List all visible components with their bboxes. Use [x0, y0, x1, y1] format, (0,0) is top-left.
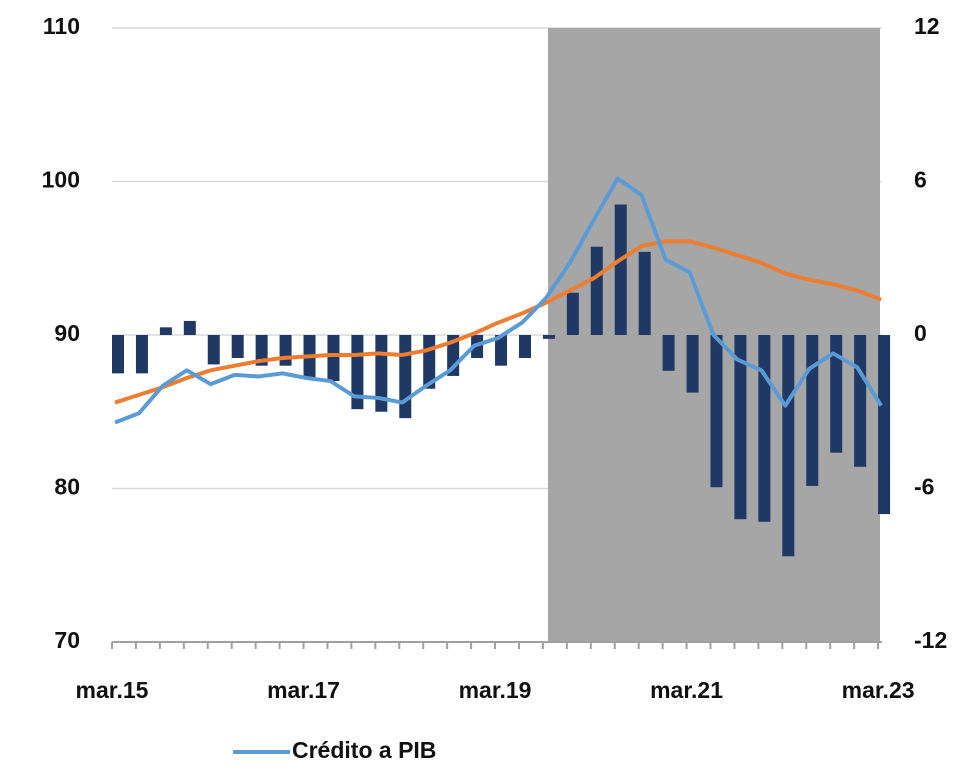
- x-tick-label: mar.23: [842, 677, 915, 703]
- y-tick-label: 100: [42, 167, 80, 193]
- bar: [231, 335, 244, 359]
- bar: [112, 335, 124, 374]
- y-tick-label: 110: [43, 13, 80, 39]
- bar: [662, 335, 675, 371]
- bar: [734, 335, 747, 520]
- bar: [518, 335, 531, 359]
- bar: [854, 335, 867, 467]
- y2-tick-label: -12: [914, 627, 947, 653]
- bar: [782, 335, 795, 557]
- bar: [830, 335, 843, 453]
- bar: [327, 335, 340, 382]
- bar: [159, 327, 172, 335]
- bar: [135, 335, 148, 374]
- bar: [686, 335, 699, 393]
- y-tick-label: 90: [54, 320, 80, 346]
- y2-tick-label: -6: [914, 474, 934, 500]
- bar: [279, 335, 292, 366]
- line: [114, 176, 883, 425]
- bar: [183, 320, 196, 335]
- bar: [399, 335, 412, 419]
- bar: [590, 246, 603, 335]
- y2-tick-label: 12: [914, 13, 940, 39]
- y2-tick-label: 0: [914, 320, 927, 346]
- bar: [878, 335, 891, 515]
- bar: [207, 335, 220, 365]
- bar: [495, 335, 508, 366]
- x-tick-label: mar.17: [267, 677, 340, 703]
- bar: [542, 335, 555, 339]
- x-tick-label: mar.15: [76, 677, 149, 703]
- line: [114, 239, 882, 405]
- legend-label: Crédito a PIB: [292, 737, 436, 763]
- y-tick-label: 80: [54, 474, 80, 500]
- bar: [758, 335, 771, 522]
- x-tick-label: mar.19: [459, 677, 532, 703]
- x-tick-label: mar.21: [650, 677, 723, 703]
- bar: [255, 335, 268, 366]
- y-tick-label: 70: [54, 627, 80, 653]
- bar: [710, 335, 723, 488]
- bar: [614, 204, 627, 335]
- y2-tick-label: 6: [914, 167, 927, 193]
- bar: [566, 292, 579, 335]
- bar: [638, 251, 651, 335]
- bar: [806, 335, 819, 486]
